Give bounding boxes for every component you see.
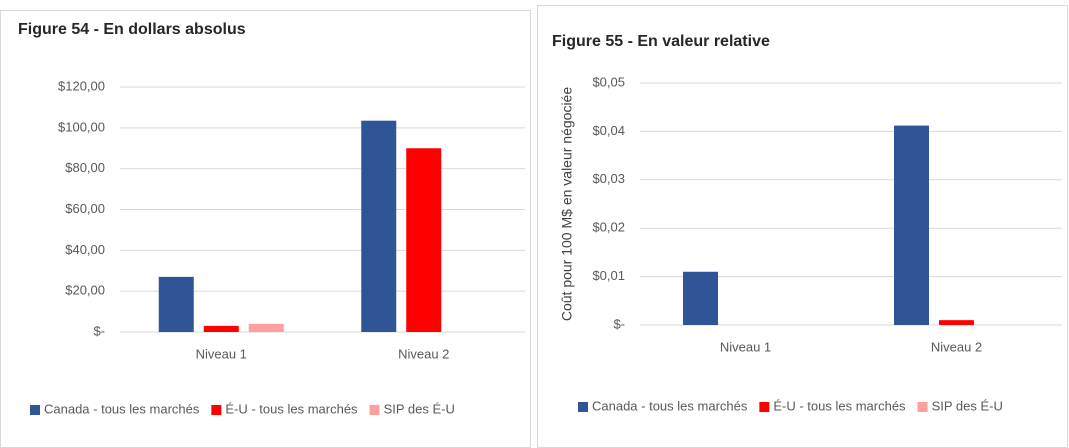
legend-label: SIP des É-U [384, 401, 455, 416]
legend-swatch [30, 405, 40, 415]
legend-label: Canada - tous les marchés [592, 398, 748, 413]
chart-title: Figure 54 - En dollars absolus [18, 21, 246, 38]
x-tick-label: Niveau 1 [196, 346, 247, 361]
bar [683, 271, 718, 325]
legend-label: Canada - tous les marchés [44, 401, 200, 416]
bar [361, 120, 397, 332]
y-tick-label: $20,00 [65, 283, 105, 298]
y-tick-label: $- [93, 323, 105, 338]
y-axis-label: Coût pour 100 M$ en valeur négociée [559, 87, 575, 321]
chart-title: Figure 55 - En valeur relative [552, 33, 770, 50]
y-tick-label: $0,02 [592, 220, 625, 235]
y-tick-label: $- [613, 316, 625, 331]
bar [406, 148, 442, 332]
x-tick-label: Niveau 2 [398, 346, 449, 361]
legend-label: É-U - tous les marchés [225, 401, 358, 416]
y-tick-label: $0,03 [592, 171, 625, 186]
y-tick-label: $40,00 [65, 242, 105, 257]
legend-label: É-U - tous les marchés [773, 398, 906, 413]
y-tick-label: $100,00 [58, 119, 105, 134]
y-tick-label: $0,04 [592, 123, 625, 138]
panel-border [0, 10, 531, 448]
bar [894, 125, 929, 325]
legend-swatch [759, 402, 770, 412]
legend-swatch [211, 405, 222, 415]
bar [203, 325, 239, 332]
legend-label: SIP des É-U [932, 398, 1003, 413]
bar [248, 323, 284, 332]
y-tick-label: $0,01 [592, 268, 625, 283]
y-tick-label: $0,05 [592, 74, 625, 89]
legend-swatch [369, 405, 380, 415]
y-tick-label: $80,00 [65, 160, 105, 175]
bar [939, 320, 974, 325]
y-tick-label: $60,00 [65, 201, 105, 216]
x-tick-label: Niveau 2 [931, 339, 982, 354]
legend-swatch [917, 402, 928, 412]
x-tick-label: Niveau 1 [720, 339, 771, 354]
legend-swatch [578, 402, 588, 412]
bar [158, 276, 194, 332]
y-tick-label: $120,00 [58, 78, 105, 93]
